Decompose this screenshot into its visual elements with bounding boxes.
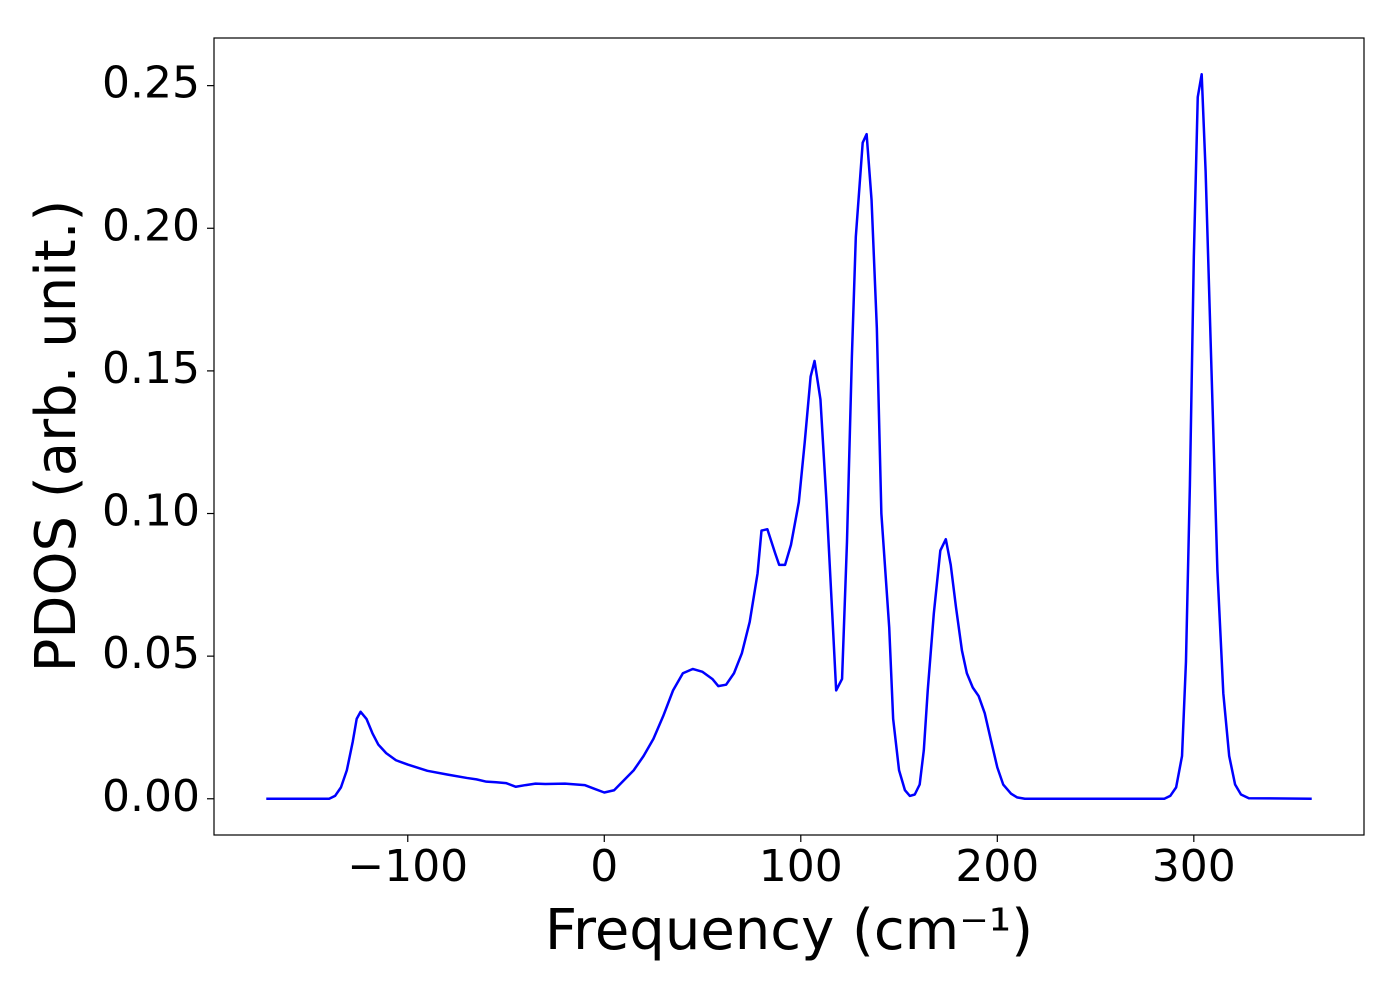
x-tick-label: 100 xyxy=(759,841,843,892)
plot-frame xyxy=(213,37,1365,836)
x-tick-label: 300 xyxy=(1152,841,1236,892)
x-tick-label: −100 xyxy=(347,841,468,892)
y-axis-label: PDOS (arb. unit.) xyxy=(24,200,89,673)
x-tick-label: 0 xyxy=(590,841,618,892)
y-tick-label: 0.25 xyxy=(102,58,200,109)
y-tick-label: 0.05 xyxy=(102,628,200,679)
x-tick-label: 200 xyxy=(955,841,1039,892)
y-tick-label: 0.10 xyxy=(102,486,200,537)
y-tick-label: 0.00 xyxy=(102,771,200,822)
x-axis-label: Frequency (cm⁻¹) xyxy=(545,898,1033,963)
data-line xyxy=(266,72,1312,801)
y-tick-label: 0.20 xyxy=(102,200,200,251)
y-tick-label: 0.15 xyxy=(102,343,200,394)
